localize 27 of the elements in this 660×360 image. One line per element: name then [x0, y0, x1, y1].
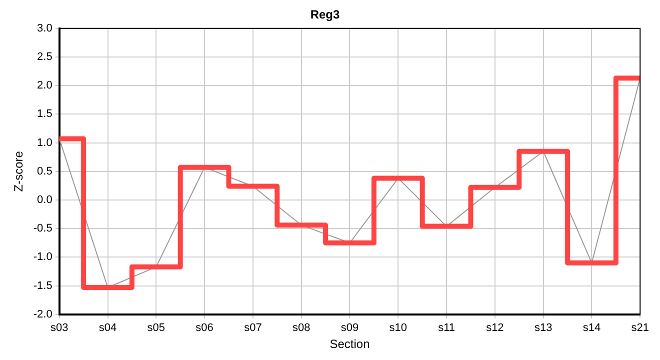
y-tick-label: 0.0: [37, 194, 52, 206]
y-tick-label: -2.0: [33, 308, 52, 320]
x-tick-label: s05: [147, 322, 166, 334]
y-tick-label: -1.5: [33, 280, 52, 292]
x-tick-label: s14: [582, 322, 601, 334]
y-tick-label: 2.5: [37, 51, 52, 64]
y-tick-label: 1.5: [37, 108, 52, 120]
chart-title: Reg3: [310, 8, 340, 22]
x-tick-label: s03: [50, 322, 68, 334]
x-tick-label: s09: [340, 322, 359, 334]
y-tick-label: -1.0: [33, 251, 52, 264]
y-tick-label: 1.0: [37, 136, 52, 149]
x-tick-label: s08: [292, 322, 310, 334]
x-tick-label: s07: [244, 322, 262, 334]
x-tick-label: s13: [534, 322, 552, 334]
x-tick-label: s21: [631, 322, 650, 334]
x-tick-label: s06: [196, 322, 214, 334]
x-tick-label: s12: [486, 322, 504, 334]
y-tick-label: 3.0: [37, 22, 52, 34]
y-tick-label: 0.5: [37, 165, 52, 178]
x-tick-label: s04: [98, 322, 117, 334]
x-tick-label: s10: [389, 322, 408, 334]
y-tick-label: -0.5: [33, 222, 52, 235]
x-tick-label: s11: [438, 322, 455, 334]
y-tick-label: 2.0: [37, 80, 52, 92]
x-axis-title: Section: [330, 337, 370, 352]
y-axis-title: Z-score: [12, 150, 26, 192]
